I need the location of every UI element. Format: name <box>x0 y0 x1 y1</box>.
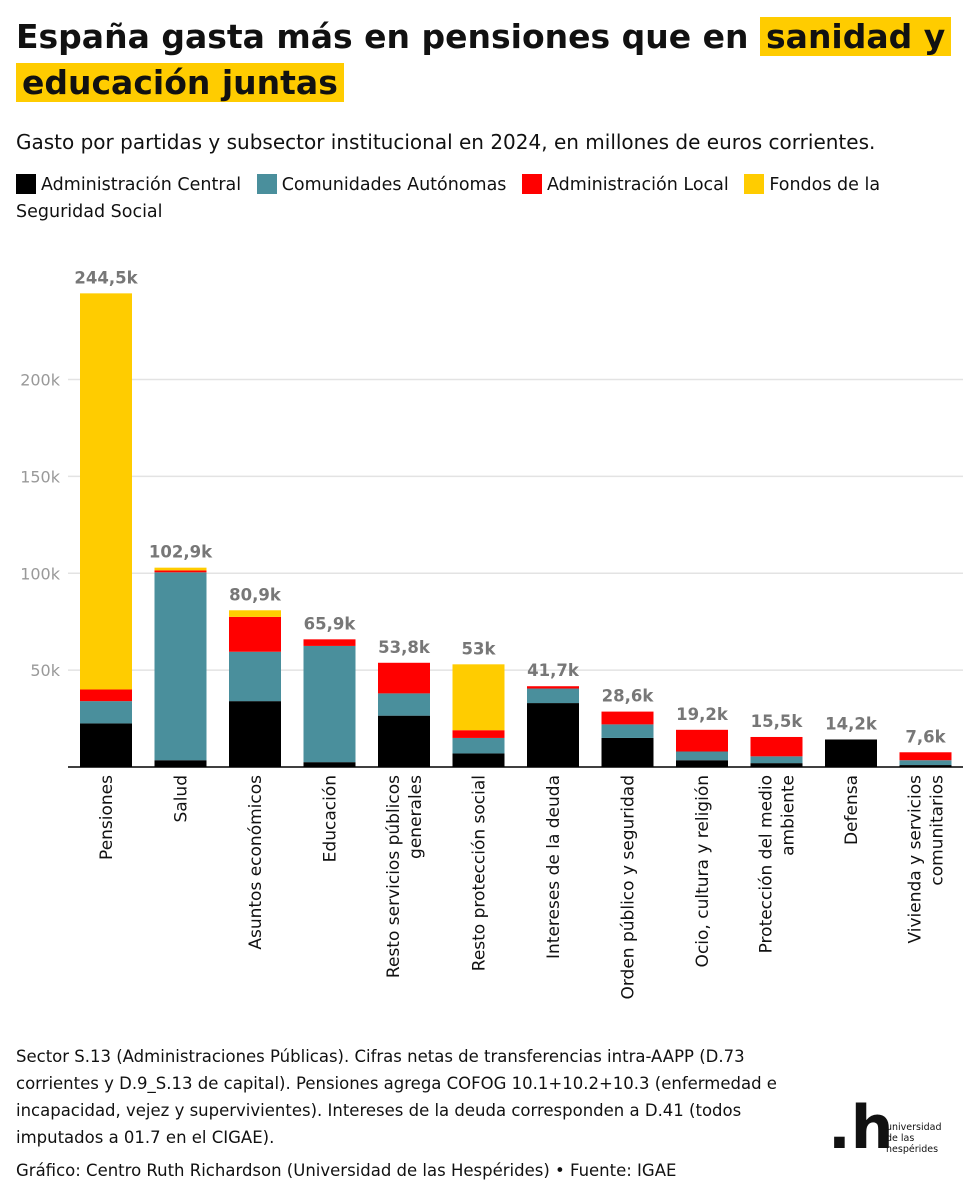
logo-line-3: hespérides <box>886 1144 939 1155</box>
source-credit: Gráfico: Centro Ruth Richardson (Univers… <box>16 1161 677 1180</box>
x-tick-label: Resto protección social <box>470 775 490 971</box>
chart-subtitle: Gasto por partidas y subsector instituci… <box>16 130 876 154</box>
x-tick-label: Educación <box>321 775 341 862</box>
bar-segment <box>229 651 281 702</box>
x-tick-label: Salud <box>172 775 192 823</box>
bar-segment <box>899 765 952 767</box>
legend-label-seguridad-social: Fondos de la Seguridad Social <box>16 175 881 222</box>
bar-total-label: 15,5k <box>751 712 804 731</box>
bar-segment <box>80 701 132 724</box>
stacked-bar-chart: 50k 100k 150k 200k 244,5k Pensiones 102,9k Salu… <box>20 268 963 1000</box>
legend-item-seguridad-social: Fondos de la Seguridad Social <box>16 174 881 222</box>
bar-segment <box>676 751 728 761</box>
bar-total-label: 7,6k <box>905 727 946 746</box>
y-tick-label: 50k <box>30 661 60 680</box>
bar-segment <box>378 693 430 716</box>
bar-segment <box>750 763 803 767</box>
y-tick-label: 200k <box>20 371 61 390</box>
logo-mark: .h <box>828 1093 894 1163</box>
bar-total-label: 80,9k <box>229 585 282 604</box>
bar-segment <box>676 760 728 767</box>
bar-segment <box>899 752 952 761</box>
bar-segment <box>303 762 356 767</box>
bar-segment <box>601 724 654 738</box>
bar-segment <box>303 639 356 646</box>
bar-segment <box>825 739 877 767</box>
title-part1: España gasta más en pensiones que en <box>16 17 749 56</box>
legend-swatch-central <box>16 174 36 194</box>
university-logo: .h universidad de las hespérides <box>828 1098 968 1160</box>
legend-item-autonomas: Comunidades Autónomas <box>256 174 507 195</box>
bar-total-label: 102,9k <box>149 543 213 562</box>
bar-segment <box>899 760 952 766</box>
legend-label-central: Administración Central <box>41 175 242 195</box>
bar-total-label: 28,6k <box>602 687 655 706</box>
legend-item-local: Administración Local <box>522 174 729 195</box>
bar-segment <box>452 737 505 754</box>
bar-total-label: 53,8k <box>378 638 431 657</box>
x-tick-label: Asuntos económicos <box>246 775 266 950</box>
bar-segment <box>750 756 803 764</box>
bar-segment <box>80 723 132 767</box>
bar-segment <box>229 701 281 767</box>
bar-segment <box>154 572 207 761</box>
legend: Administración Central Comunidades Autón… <box>16 172 956 226</box>
bar-segment <box>378 662 430 694</box>
legend-swatch-local <box>522 174 542 194</box>
footnote: Sector S.13 (Administraciones Públicas).… <box>16 1047 777 1147</box>
x-tick-label: Defensa <box>842 775 862 845</box>
bar-total-label: 19,2k <box>676 705 729 724</box>
bar-segment <box>601 737 654 767</box>
y-tick-label: 150k <box>20 467 61 486</box>
legend-label-local: Administración Local <box>547 175 729 195</box>
x-tick-label: Protección del medio ambiente <box>757 775 799 953</box>
bar-segment <box>154 760 207 767</box>
x-tick-label: Ocio, cultura y religión <box>693 775 713 967</box>
bar-segment <box>154 567 207 571</box>
bar-segment <box>527 688 579 704</box>
bar-segment <box>80 689 132 702</box>
bar-segment <box>527 686 579 689</box>
bar-total-label: 244,5k <box>74 268 138 287</box>
bar-total-label: 41,7k <box>527 661 580 680</box>
bar-segment <box>452 664 505 731</box>
x-tick-label: Pensiones <box>97 775 117 860</box>
chart-title: España gasta más en pensiones que en san… <box>16 14 952 106</box>
bar-segment <box>303 645 356 763</box>
bar-segment <box>527 703 579 767</box>
bar-total-label: 14,2k <box>825 714 878 733</box>
bar-segment <box>452 753 505 767</box>
bar-total-label: 65,9k <box>304 614 357 633</box>
logo-wordmark: universidad de las hespérides <box>886 1122 942 1155</box>
bar-total-label: 53k <box>462 639 497 658</box>
x-tick-label: Intereses de la deuda <box>544 775 564 959</box>
x-tick-label: Vivienda y servicios comunitarios <box>906 775 948 944</box>
bar-segment <box>154 570 207 573</box>
legend-label-autonomas: Comunidades Autónomas <box>281 175 507 195</box>
y-tick-label: 100k <box>20 564 61 583</box>
logo-line-1: universidad <box>886 1122 942 1133</box>
bar-segment <box>229 616 281 652</box>
bar-segment <box>601 711 654 725</box>
x-tick-label: Orden público y seguridad <box>619 775 639 1000</box>
bar-segment <box>80 293 132 690</box>
bar-segment <box>676 729 728 752</box>
logo-line-2: de las <box>886 1133 915 1144</box>
legend-swatch-seguridad-social <box>744 174 765 194</box>
bar-segment <box>452 730 505 738</box>
legend-item-central: Administración Central <box>16 174 242 195</box>
bar-segment <box>229 610 281 617</box>
legend-swatch-autonomas <box>256 174 277 194</box>
x-tick-label: Resto servicios públicos generales <box>384 775 426 978</box>
bar-segment <box>750 736 803 757</box>
bar-segment <box>378 715 430 767</box>
